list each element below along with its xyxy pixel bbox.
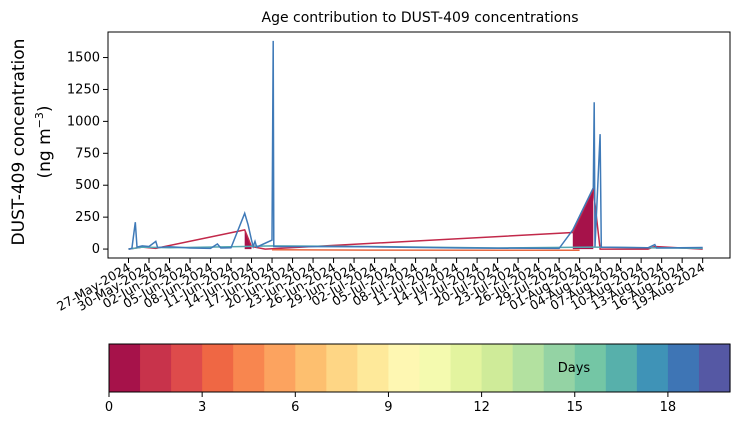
colorbar-ticks: 0 3 6 9 12 15 18 — [105, 392, 676, 415]
series-line-2 — [128, 245, 703, 250]
filled-region-1 — [572, 189, 594, 250]
y-tick-label: 250 — [75, 210, 100, 225]
colorbar-segment — [140, 344, 172, 392]
plot-frame — [107, 31, 731, 259]
colorbar — [109, 344, 731, 392]
colorbar-segment — [295, 344, 327, 392]
y-axis-label: DUST-409 concentration — [9, 39, 29, 246]
colorbar-segment — [667, 344, 700, 392]
colorbar-segment — [636, 344, 669, 392]
y-tick-label: 1000 — [67, 114, 100, 129]
y-axis-unit-close: ) — [35, 105, 55, 112]
y-tick-label: 500 — [75, 178, 100, 193]
colorbar-segment — [171, 344, 203, 392]
colorbar-tick-label: 15 — [566, 400, 583, 415]
colorbar-segment — [698, 344, 731, 392]
y-axis-unit-sup: −3 — [33, 112, 46, 128]
colorbar-segment — [202, 344, 234, 392]
y-tick-label: 750 — [75, 146, 100, 161]
colorbar-segment — [419, 344, 452, 392]
x-axis-ticks: 27-May-202430-May-202402-Jun-202405-Jun-… — [54, 258, 707, 314]
series-line-3 — [128, 40, 703, 250]
colorbar-tick-label: 3 — [198, 400, 206, 415]
y-axis-unit-text: (ng m — [35, 128, 55, 178]
colorbar-tick-label: 6 — [291, 400, 299, 415]
colorbar-tick-label: 0 — [105, 400, 113, 415]
y-axis-label-line1: DUST-409 concentration — [9, 39, 29, 246]
y-axis-ticks: 0 250 500 750 1000 1250 1500 — [67, 51, 108, 257]
series-line-1 — [271, 248, 580, 252]
y-tick-label: 1250 — [67, 82, 100, 97]
colorbar-label: Days — [558, 361, 591, 376]
colorbar-tick-label: 18 — [660, 400, 677, 415]
y-tick-label: 0 — [92, 242, 100, 257]
colorbar-segment — [450, 344, 483, 392]
colorbar-segment — [543, 344, 576, 392]
colorbar-frame — [108, 343, 731, 393]
colorbar-segment — [357, 344, 390, 392]
colorbar-segment — [233, 344, 265, 392]
y-axis-unit-label: (ng m−3) — [33, 105, 55, 178]
colorbar-segment — [326, 344, 358, 392]
colorbar-segment — [574, 344, 607, 392]
series-line-0 — [128, 186, 703, 250]
y-tick-label: 1500 — [67, 51, 100, 66]
colorbar-segment — [605, 344, 638, 392]
colorbar-segment — [481, 344, 514, 392]
colorbar-segment — [512, 344, 545, 392]
colorbar-segment — [109, 344, 141, 392]
colorbar-tick-label: 9 — [384, 400, 392, 415]
colorbar-segment — [388, 344, 421, 392]
colorbar-tick-label: 12 — [473, 400, 490, 415]
chart-title: Age contribution to DUST-409 concentrati… — [262, 10, 579, 26]
plot-marks — [128, 40, 703, 252]
colorbar-segment — [264, 344, 296, 392]
